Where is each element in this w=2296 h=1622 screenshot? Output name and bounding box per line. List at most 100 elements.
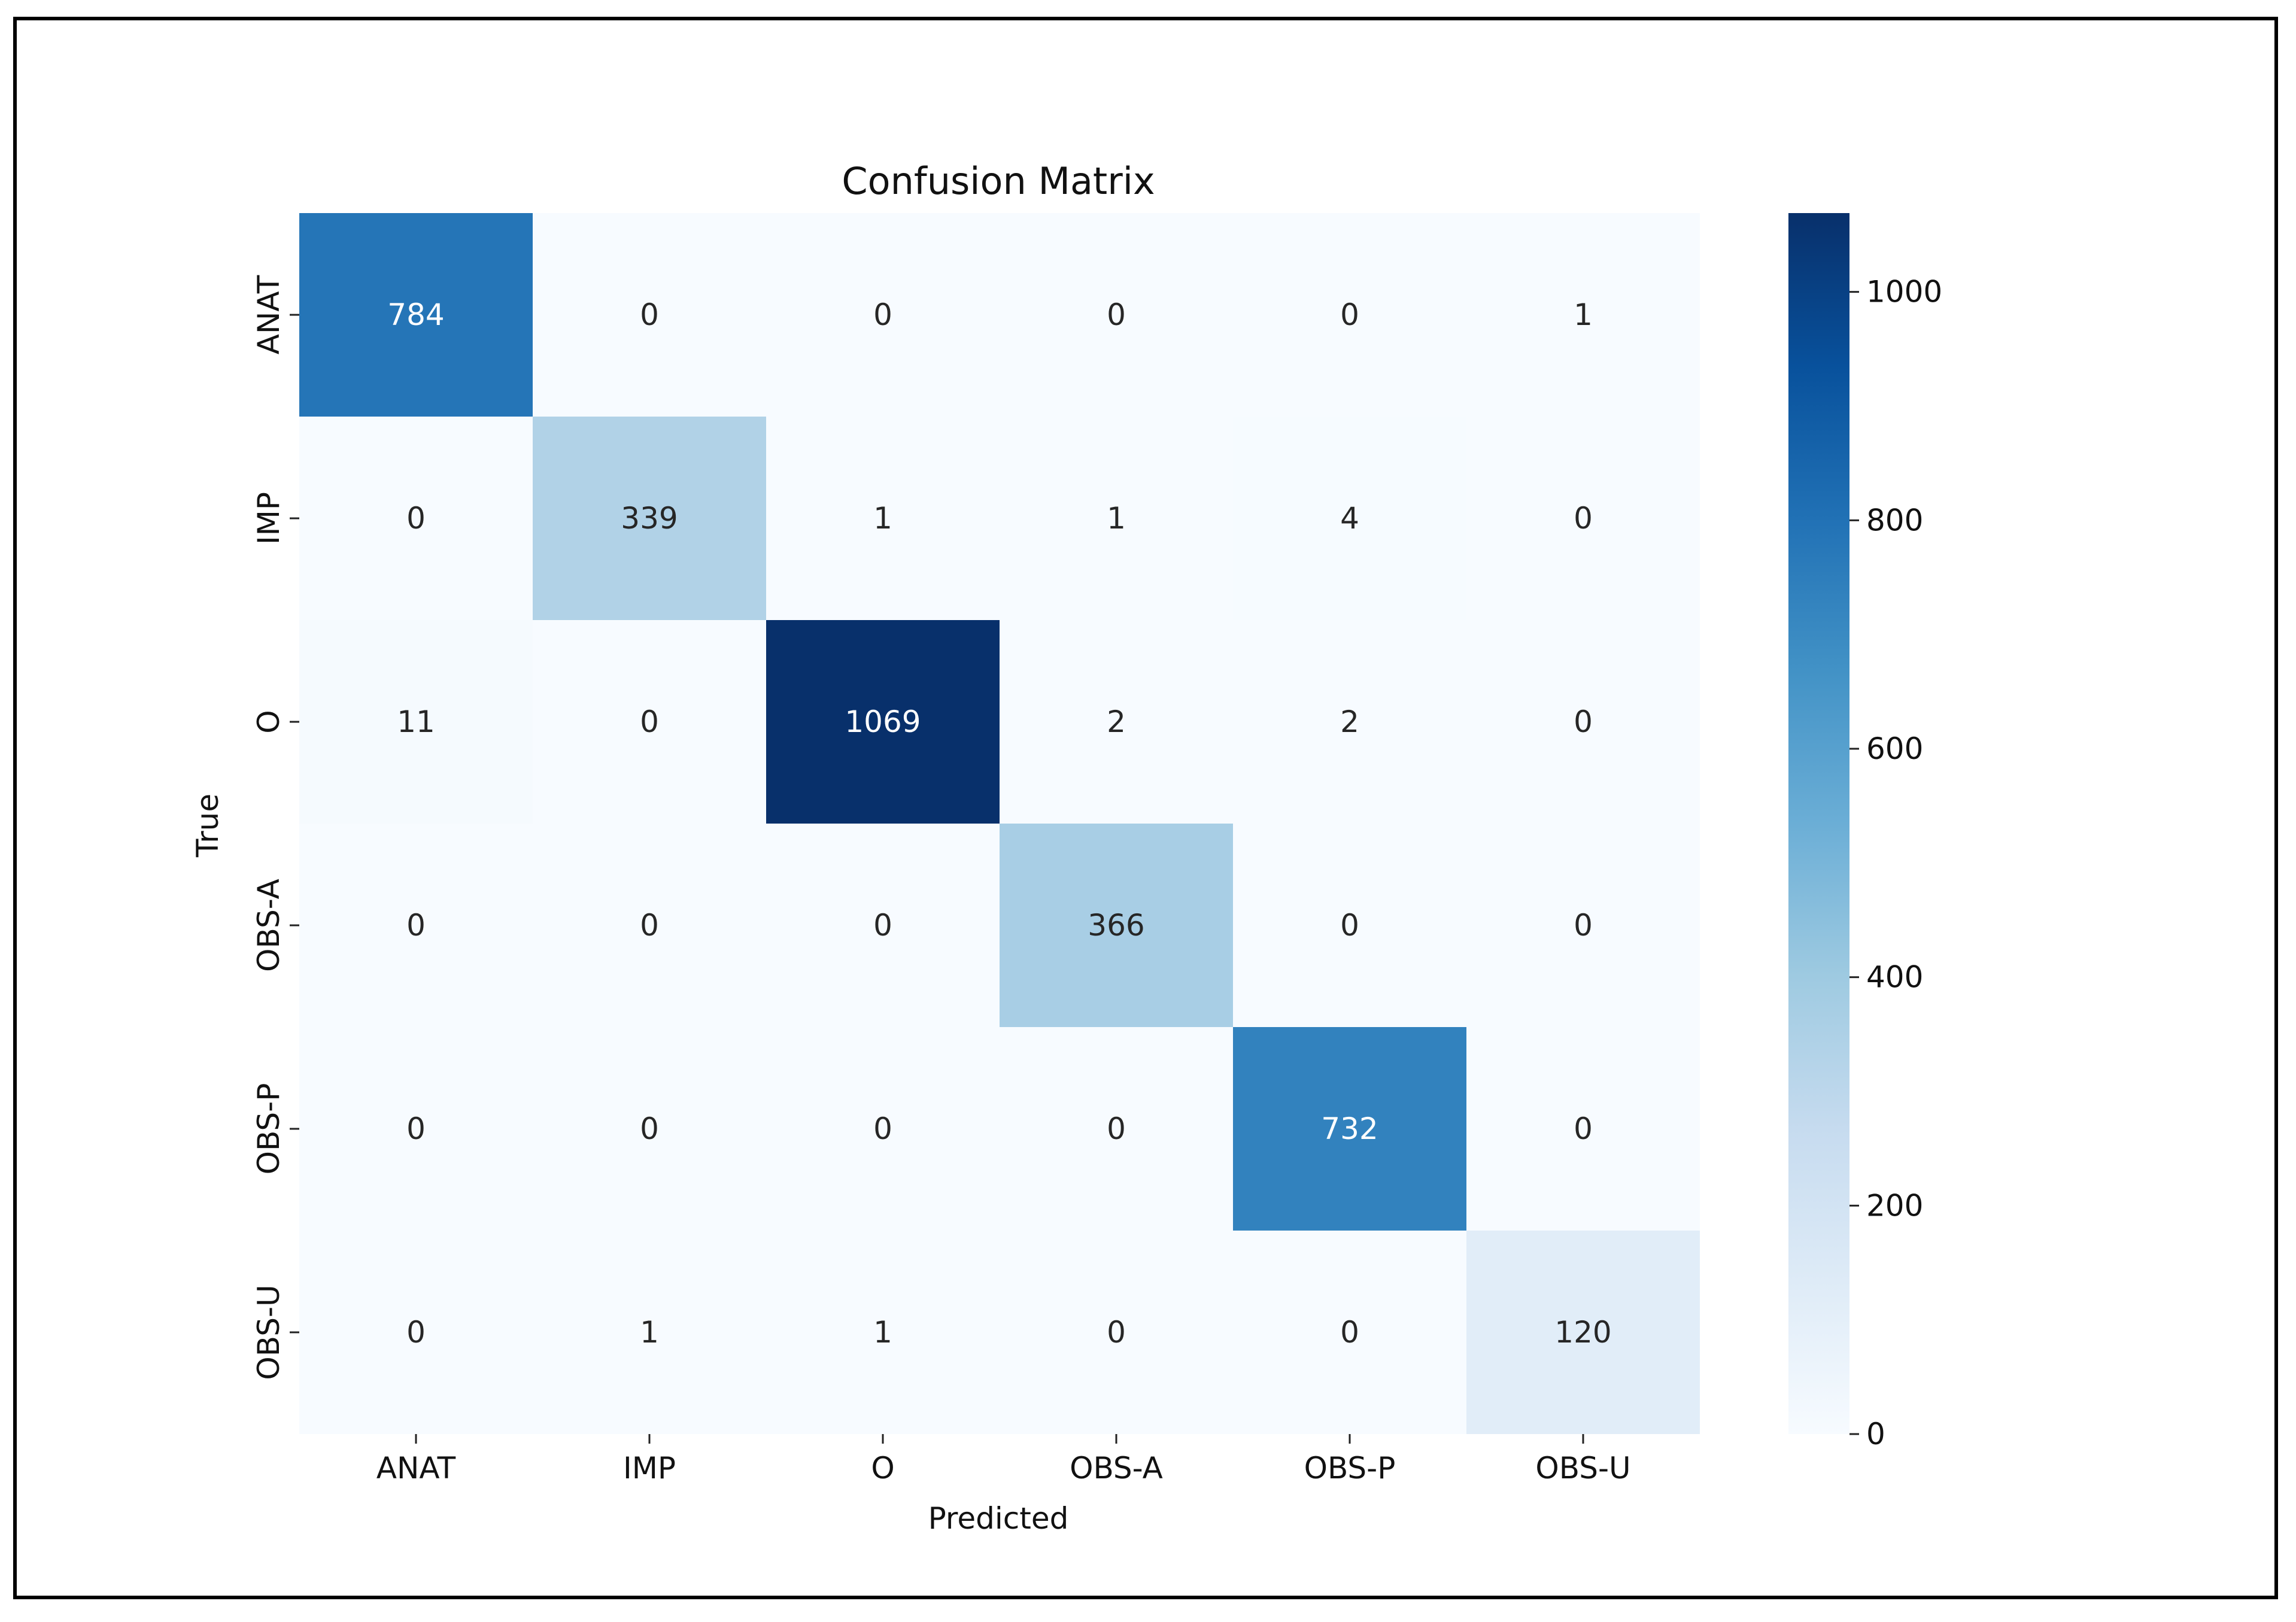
cell-value-label: 1	[873, 501, 892, 536]
cell-value-label: 0	[1107, 1315, 1126, 1350]
heatmap-cell	[1233, 417, 1466, 620]
heatmap-cell	[766, 417, 1000, 620]
cell-value-label: 4	[1340, 501, 1359, 536]
colorbar-tick-label: 800	[1866, 503, 1923, 537]
heatmap-cell	[299, 213, 533, 417]
cell-value-label: 0	[1340, 908, 1359, 943]
heatmap-cell	[766, 1027, 1000, 1231]
heatmap-cell	[1233, 1231, 1466, 1434]
cell-value-label: 11	[397, 704, 435, 739]
colorbar-tick-label: 0	[1866, 1417, 1885, 1451]
heatmap-cell	[533, 417, 766, 620]
cell-value-label: 784	[387, 297, 444, 332]
heatmap-cell	[533, 1231, 766, 1434]
x-tick-label: IMP	[623, 1451, 676, 1486]
cell-value-label: 0	[1340, 297, 1359, 332]
cell-value-label: 0	[640, 908, 659, 943]
heatmap-cell	[1466, 1027, 1700, 1231]
heatmap-cell-labels: 784 0 0 0 0 10 339 1 1 4 011 0 1069 2 2 00 0 0 366 0 00 0 0 0 73…	[387, 297, 1611, 1350]
x-tick-label: ANAT	[376, 1451, 456, 1486]
heatmap-cell	[1233, 620, 1466, 824]
cell-value-label: 0	[640, 704, 659, 739]
cell-value-label: 1	[1574, 297, 1593, 332]
cell-value-label: 0	[1574, 501, 1593, 536]
y-tick-label: ANAT	[251, 275, 286, 354]
heatmap-cell	[766, 213, 1000, 417]
cell-value-label: 0	[1340, 1315, 1359, 1350]
cell-value-label: 0	[640, 1111, 659, 1146]
heatmap-cell	[1233, 213, 1466, 417]
cell-value-label: 0	[873, 908, 892, 943]
x-tick-label: O	[871, 1451, 894, 1486]
x-tick-label: OBS-U	[1535, 1451, 1630, 1486]
cell-value-label: 1069	[845, 704, 921, 739]
heatmap-cell	[299, 417, 533, 620]
x-axis: ANAT IMP O OBS-A OBS-P OBS-U	[376, 1434, 1631, 1486]
cell-value-label: 1	[1107, 501, 1126, 536]
colorbar: 0 200 400 600 800 1000	[1788, 213, 1942, 1451]
heatmap-cell	[533, 824, 766, 1027]
y-axis: ANAT IMP O OBS-A OBS-P OBS-U	[251, 275, 299, 1380]
cell-value-label: 0	[873, 297, 892, 332]
heatmap-cell	[533, 1027, 766, 1231]
heatmap-cell	[766, 824, 1000, 1027]
heatmap-cell	[299, 1231, 533, 1434]
heatmap-cell	[299, 1027, 533, 1231]
x-axis-label: Predicted	[928, 1501, 1069, 1536]
cell-value-label: 1	[640, 1315, 659, 1350]
cell-value-label: 0	[1574, 908, 1593, 943]
heatmap-cells	[299, 213, 1700, 1434]
figure-frame: Confusion Matrix 784 0 0 0 0 1 0 339 1 1 4 0 11 0 1069…	[13, 17, 2278, 1599]
cell-value-label: 732	[1321, 1111, 1378, 1146]
y-tick-label: OBS-U	[251, 1284, 286, 1380]
y-axis-label: True	[190, 794, 225, 858]
colorbar-ticks: 0 200 400 600 800 1000	[1849, 275, 1942, 1451]
cell-value-label: 0	[1574, 1111, 1593, 1146]
heatmap-cell	[1466, 1231, 1700, 1434]
cell-value-label: 2	[1107, 704, 1126, 739]
heatmap-cell	[299, 620, 533, 824]
cell-value-label: 120	[1554, 1315, 1611, 1350]
cell-value-label: 0	[406, 908, 426, 943]
cell-value-label: 0	[640, 297, 659, 332]
cell-value-label: 0	[1107, 297, 1126, 332]
y-tick-label: IMP	[251, 492, 286, 545]
y-tick-label: O	[251, 710, 286, 733]
colorbar-gradient	[1788, 213, 1849, 1434]
chart-title: Confusion Matrix	[842, 159, 1155, 203]
heatmap-cell	[299, 824, 533, 1027]
heatmap-cell	[766, 1231, 1000, 1434]
heatmap-cell	[1466, 824, 1700, 1027]
colorbar-tick-label: 200	[1866, 1188, 1923, 1223]
cell-value-label: 366	[1088, 908, 1144, 943]
x-tick-label: OBS-P	[1304, 1451, 1396, 1486]
cell-value-label: 0	[1574, 704, 1593, 739]
cell-value-label: 339	[621, 501, 678, 536]
heatmap-cell	[1233, 1027, 1466, 1231]
heatmap-cell	[1000, 417, 1233, 620]
heatmap-cell	[1233, 824, 1466, 1027]
colorbar-tick-label: 400	[1866, 960, 1923, 995]
heatmap-cell	[1466, 620, 1700, 824]
heatmap-cell	[1466, 213, 1700, 417]
cell-value-label: 2	[1340, 704, 1359, 739]
x-tick-label: OBS-A	[1070, 1451, 1163, 1486]
heatmap-cell	[1000, 620, 1233, 824]
heatmap-cell	[1000, 213, 1233, 417]
heatmap-cell	[766, 620, 1000, 824]
heatmap-cell	[1466, 417, 1700, 620]
heatmap-cell	[533, 213, 766, 417]
y-tick-label: OBS-A	[251, 879, 286, 972]
heatmap-cell	[533, 620, 766, 824]
confusion-matrix-chart: Confusion Matrix 784 0 0 0 0 10 339 1 1 4 011 0 1069…	[190, 159, 1942, 1536]
cell-value-label: 0	[1107, 1111, 1126, 1146]
cell-value-label: 0	[406, 1315, 426, 1350]
colorbar-tick-label: 1000	[1866, 275, 1942, 309]
heatmap-cell	[1000, 1027, 1233, 1231]
cell-value-label: 1	[873, 1315, 892, 1350]
heatmap-cell	[1000, 1231, 1233, 1434]
cell-value-label: 0	[406, 501, 426, 536]
y-tick-label: OBS-P	[251, 1083, 286, 1175]
colorbar-tick-label: 600	[1866, 731, 1923, 766]
cell-value-label: 0	[873, 1111, 892, 1146]
